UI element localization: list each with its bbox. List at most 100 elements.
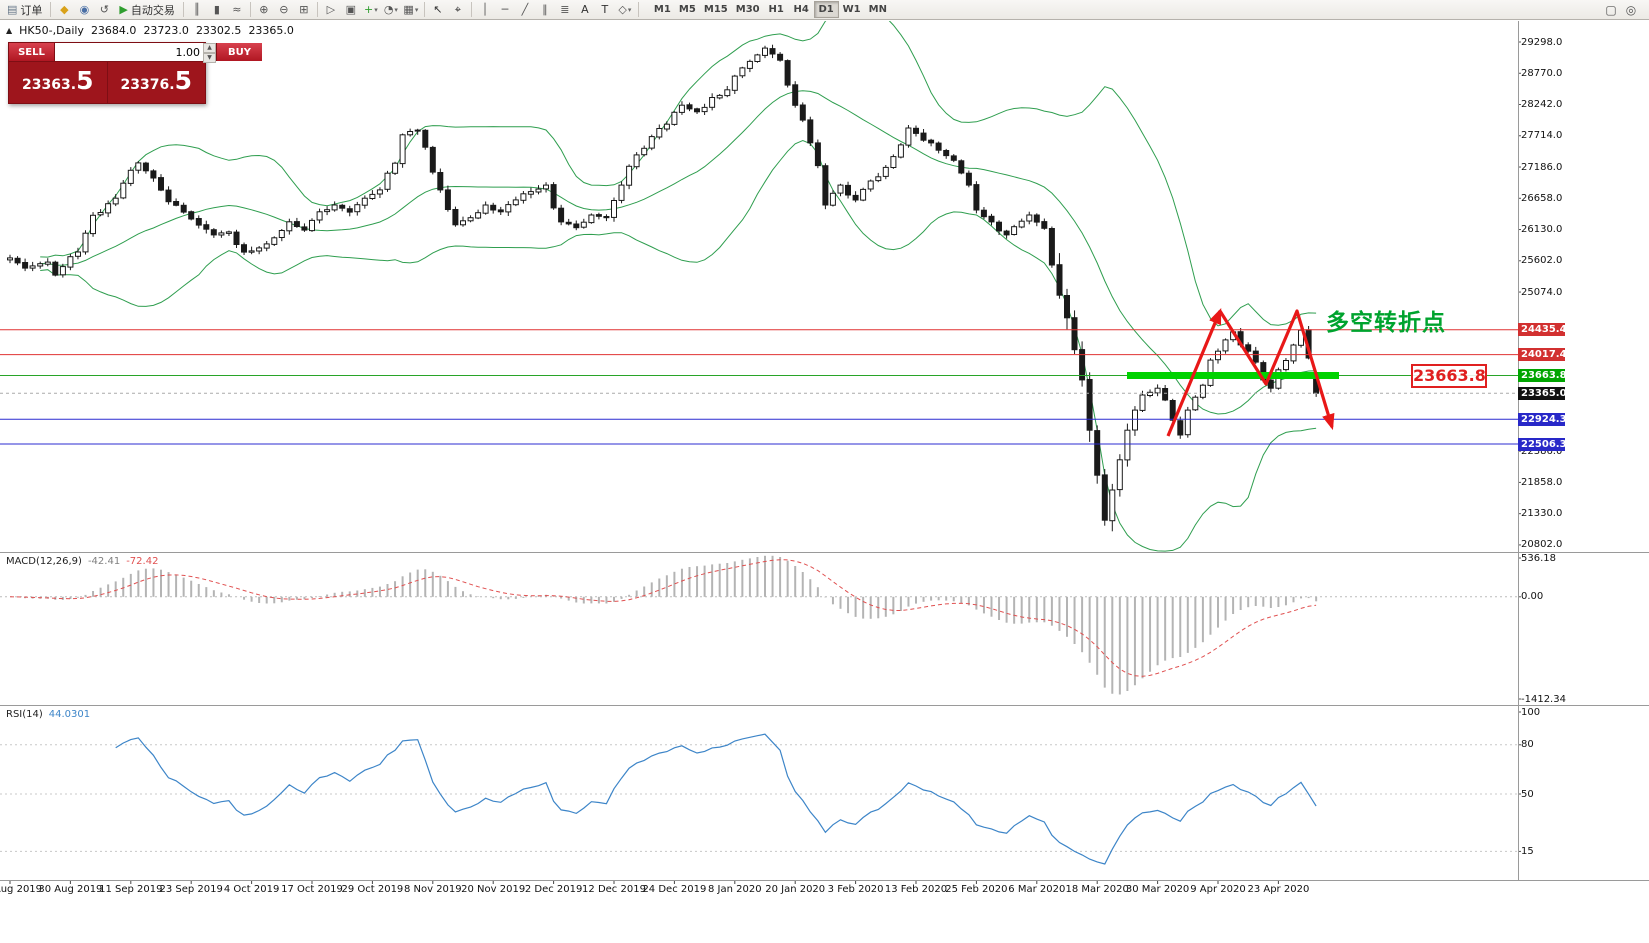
toolbar-right-icons: ▢ ◎ — [1601, 1, 1641, 19]
macd-signal-line[interactable] — [9, 559, 1317, 677]
refresh-icon-button[interactable]: ↺ — [94, 1, 114, 19]
rsi-name: RSI(14) — [6, 709, 43, 720]
shapes-tool-icon: ◇ — [618, 2, 627, 16]
trendline-tool-icon-button[interactable]: ╱ — [515, 1, 535, 19]
price-digits: 23376. — [120, 77, 175, 93]
refresh-icon: ↺ — [99, 2, 110, 16]
time-axis-divider — [0, 880, 1649, 881]
market-watch-icon-button[interactable]: ◆ — [54, 1, 74, 19]
buy-price[interactable]: 23376. 5 — [108, 62, 206, 103]
volume-input[interactable] — [55, 43, 203, 61]
cursor-icon: ↖ — [433, 2, 443, 16]
chart-bars-icon-button[interactable]: ║ — [187, 1, 207, 19]
navigator-icon-button[interactable]: ◉ — [74, 1, 94, 19]
period-icon: ◔ — [383, 2, 394, 16]
crosshair-icon: ⌖ — [454, 2, 461, 16]
chart-symbol-icon: ▲ — [6, 26, 13, 35]
bollinger-upper-band[interactable] — [40, 6, 1317, 327]
volume-up-button[interactable]: ▲ — [203, 43, 216, 53]
rsi-plot — [0, 733, 1518, 865]
timeframe-mn-button[interactable]: MN — [868, 4, 887, 15]
chart-line-icon-button[interactable]: ≈ — [227, 1, 247, 19]
period-icon-button[interactable]: ◔ ▾ — [381, 1, 401, 19]
ohlc-close: 23365.0 — [248, 24, 294, 37]
rsi-panel-divider[interactable] — [0, 705, 1649, 706]
new-order-button[interactable]: ▤ 订单 — [2, 1, 47, 19]
vline-tool-icon: │ — [481, 2, 489, 16]
buy-button[interactable]: BUY — [216, 43, 262, 61]
autotrading-button[interactable]: ▶ 自动交易 — [114, 1, 179, 19]
macd-panel-divider[interactable] — [0, 552, 1649, 553]
one-click-trading-panel: SELL ▲ ▼ BUY 23363.5 23376.5 — [8, 42, 262, 104]
bollinger-lower-band[interactable] — [40, 139, 1317, 552]
chart-line-icon: ≈ — [232, 2, 242, 16]
zoom-out-icon-button[interactable]: ⊖ — [274, 1, 294, 19]
macd-value-main: -42.41 — [87, 556, 121, 567]
cursor-icon-button[interactable]: ↖ — [428, 1, 448, 19]
fibonacci-tool-icon-button[interactable]: ≣ — [555, 1, 575, 19]
trend-arrow-1[interactable] — [1166, 308, 1222, 437]
timeframe-buttons: M1 M5 M15 M30 H1 H4 D1 W1 MN — [650, 1, 891, 18]
price-digits: 23363. — [22, 77, 77, 93]
hline-tool-icon-button[interactable]: ─ — [495, 1, 515, 19]
template-icon-button[interactable]: ▣ — [341, 1, 361, 19]
add-indicator-icon-button[interactable]: + ▾ — [361, 1, 381, 19]
timeframe-d1-button[interactable]: D1 — [813, 1, 839, 18]
rsi-line[interactable] — [115, 733, 1317, 865]
bollinger-middle-band[interactable] — [40, 90, 1317, 415]
toolbar-separator — [423, 2, 425, 17]
ohlc-open: 23684.0 — [90, 24, 137, 37]
docking-icon[interactable]: ▢ — [1605, 2, 1617, 17]
timeframe-m5-button[interactable]: M5 — [678, 4, 696, 15]
timeframe-h1-button[interactable]: H1 — [768, 4, 784, 15]
shapes-tool-icon-button[interactable]: ◇ ▾ — [615, 1, 635, 19]
timeframe-m15-button[interactable]: M15 — [703, 4, 728, 15]
support-price-label[interactable]: 23663.8 — [1411, 364, 1487, 388]
autotrading-icon: ▶ — [119, 2, 128, 16]
volume-field: ▲ ▼ — [55, 43, 216, 63]
sell-price[interactable]: 23363. 5 — [9, 62, 108, 103]
fibonacci-tool-icon: ≣ — [560, 2, 570, 16]
crosshair-icon-button[interactable]: ⌖ — [448, 1, 468, 19]
price-big-digit: 5 — [174, 66, 192, 95]
timeframe-w1-button[interactable]: W1 — [842, 4, 861, 15]
vline-tool-icon-button[interactable]: │ — [475, 1, 495, 19]
turning-point-annotation: 多空转折点 — [1326, 310, 1446, 336]
chart-snapshot-icon-button[interactable]: ▦ ▾ — [401, 1, 421, 19]
chart-candles-icon-button[interactable]: ▮ — [207, 1, 227, 19]
strategy-tester-icon-button[interactable]: ▷ — [321, 1, 341, 19]
label-tool-icon-button[interactable]: T — [595, 1, 615, 19]
template-icon: ▣ — [345, 2, 357, 16]
search-icon[interactable]: ◎ — [1625, 2, 1637, 17]
chart-title: ▲ HK50-,Daily 23684.0 23723.0 23302.5 23… — [6, 24, 294, 37]
trend-arrow-2[interactable] — [1218, 309, 1335, 431]
strategy-tester-icon: ▷ — [326, 2, 336, 16]
timeframe-m1-button[interactable]: M1 — [653, 4, 671, 15]
grid-icon: ⊞ — [299, 2, 309, 16]
sell-button[interactable]: SELL — [9, 43, 55, 61]
timeframe-m30-button[interactable]: M30 — [735, 4, 760, 15]
zoom-in-icon: ⊕ — [259, 2, 269, 16]
macd-plot — [0, 555, 1518, 695]
new-order-icon: ▤ — [7, 2, 18, 16]
toolbar-separator — [470, 2, 472, 17]
volume-down-button[interactable]: ▼ — [203, 53, 216, 63]
channel-tool-icon: ∥ — [542, 2, 548, 16]
chart-bars-icon: ║ — [193, 2, 201, 16]
channel-tool-icon-button[interactable]: ∥ — [535, 1, 555, 19]
text-tool-icon: A — [581, 2, 589, 16]
macd-name: MACD(12,26,9) — [6, 556, 82, 567]
rsi-label: RSI(14) 44.0301 — [6, 709, 90, 720]
label-tool-icon: T — [601, 2, 609, 16]
grid-icon-button[interactable]: ⊞ — [294, 1, 314, 19]
hline-tool-icon: ─ — [501, 2, 509, 16]
trendline-tool-icon: ╱ — [521, 2, 529, 16]
timeframe-h4-button[interactable]: H4 — [793, 4, 809, 15]
top-toolbar: ▤ 订单 ◆ ◉ ↺ ▶ 自动交易 ║ ▮ ≈ ⊕ ⊖ ⊞ ▷ ▣ + ▾ ◔ ▾ ▦ ▾ ↖ ⌖ │ ─ ╱ ∥ ≣ A T ◇ ▾ M1 M… — [0, 0, 1649, 20]
main-plot — [0, 6, 1518, 552]
price-axis-divider — [1518, 21, 1519, 880]
text-tool-icon-button[interactable]: A — [575, 1, 595, 19]
zoom-in-icon-button[interactable]: ⊕ — [254, 1, 274, 19]
add-indicator-caret-icon: ▾ — [374, 5, 378, 14]
